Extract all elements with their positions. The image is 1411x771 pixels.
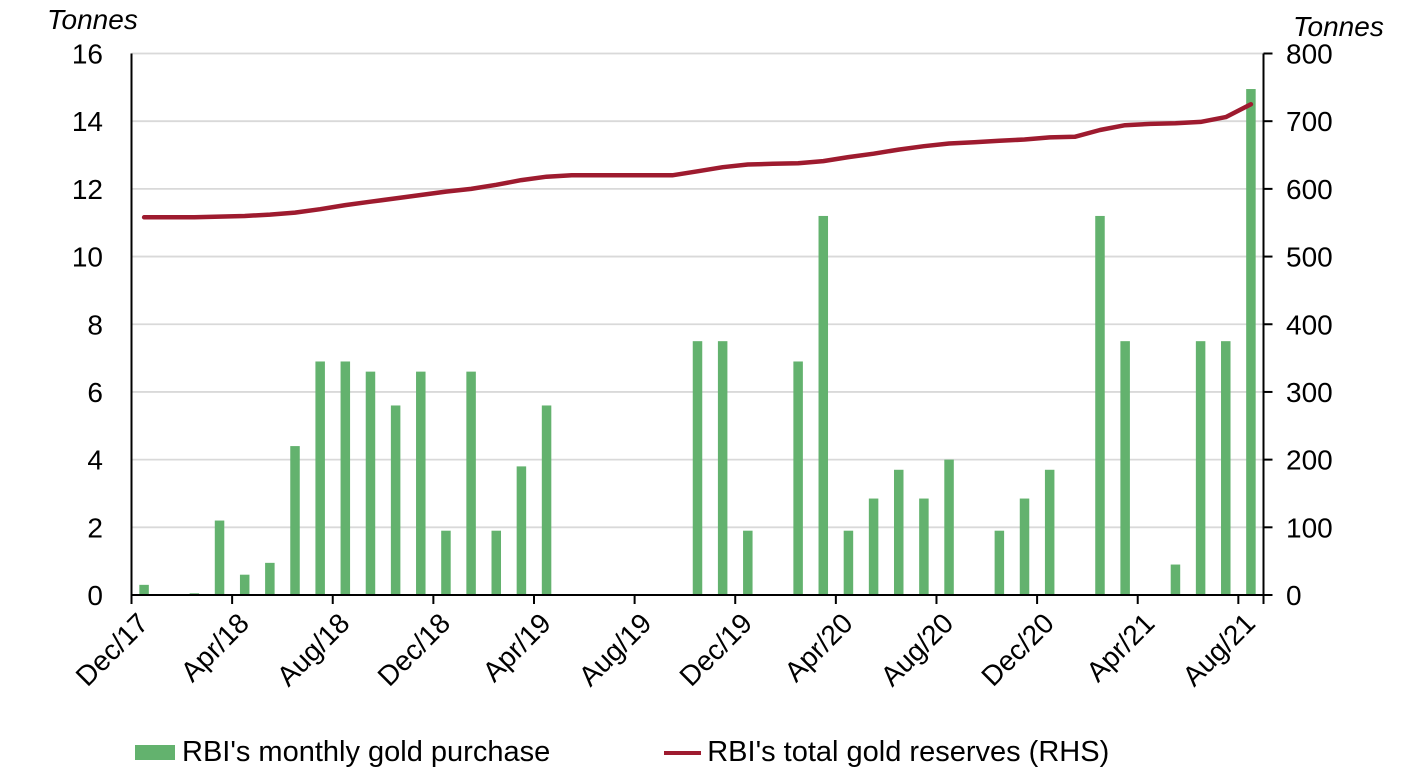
- x-axis-label: Apr/20: [778, 607, 858, 687]
- bar-Apr/20: [843, 530, 854, 595]
- left-tick-label: 14: [72, 106, 103, 137]
- legend: RBI's monthly gold purchase RBI's total …: [135, 736, 1109, 769]
- x-axis-label: Dec/19: [673, 607, 758, 692]
- bar-Feb/19: [491, 530, 502, 595]
- bar-Sep/18: [365, 371, 376, 595]
- x-axis-label: Apr/18: [175, 607, 255, 687]
- bar-Apr/19: [541, 405, 552, 595]
- bar-Dec/20: [1044, 469, 1055, 595]
- reserves-line: [141, 102, 1254, 220]
- bar-Dec/17: [139, 584, 149, 595]
- bar-Jul/18: [315, 361, 325, 595]
- line-swatch-icon: [664, 750, 702, 755]
- bar-Aug/21: [1246, 89, 1256, 595]
- right-tick-label: 400: [1286, 309, 1333, 340]
- bar-Mar/20: [818, 215, 829, 595]
- bar-Oct/19: [692, 341, 703, 595]
- bar-Oct/18: [390, 405, 401, 595]
- right-tick-label: 100: [1286, 512, 1333, 543]
- bar-Nov/19: [717, 341, 728, 595]
- bar-Jan/19: [466, 371, 476, 595]
- right-tick-label: 800: [1286, 39, 1333, 70]
- bar-Mar/18: [214, 520, 225, 595]
- bar-Jun/20: [893, 469, 904, 595]
- right-tick-label: 600: [1286, 174, 1333, 205]
- bar-Jul/20: [919, 498, 929, 595]
- left-tick-label: 16: [72, 39, 103, 70]
- legend-item-reserves: RBI's total gold reserves (RHS): [664, 736, 1109, 769]
- left-tick-label: 4: [87, 445, 103, 476]
- bar-May/20: [868, 498, 879, 595]
- bar-May/18: [265, 562, 275, 595]
- bar-Mar/21: [1120, 341, 1130, 595]
- x-axis-label: Aug/21: [1176, 607, 1261, 692]
- x-axis-label: Aug/19: [573, 607, 658, 692]
- bar-Jun/21: [1195, 341, 1206, 595]
- x-axis-label: Aug/18: [271, 607, 356, 692]
- x-axis-label: Aug/20: [875, 607, 960, 692]
- right-tick-label: 0: [1286, 580, 1302, 611]
- right-tick-label: 200: [1286, 445, 1333, 476]
- x-axis-label: Apr/21: [1080, 607, 1160, 687]
- bar-Aug/18: [340, 361, 351, 595]
- legend-label-purchases: RBI's monthly gold purchase: [182, 736, 551, 768]
- x-axis-label: Dec/20: [975, 607, 1060, 692]
- bar-Mar/19: [516, 466, 527, 595]
- bar-swatch-icon: [135, 745, 175, 760]
- bar-Apr/18: [239, 574, 250, 595]
- right-tick-label: 300: [1286, 377, 1333, 408]
- bar-Nov/20: [1019, 498, 1030, 595]
- legend-label-reserves: RBI's total gold reserves (RHS): [707, 736, 1110, 768]
- bar-Dec/19: [743, 530, 753, 595]
- bar-Oct/20: [994, 530, 1005, 595]
- left-tick-label: 2: [87, 512, 103, 543]
- right-tick-label: 500: [1286, 242, 1333, 273]
- x-axis-label: Dec/18: [372, 607, 457, 692]
- left-tick-label: 0: [87, 580, 103, 611]
- right-tick-label: 700: [1286, 106, 1333, 137]
- left-axis-title: Tonnes: [47, 4, 138, 35]
- bar-Jul/21: [1221, 341, 1231, 595]
- x-axis-label: Dec/17: [70, 607, 155, 692]
- bar-May/21: [1170, 564, 1181, 595]
- bar-Feb/21: [1095, 215, 1105, 595]
- left-tick-label: 12: [72, 174, 103, 205]
- bar-Feb/20: [793, 361, 803, 595]
- left-tick-label: 10: [72, 242, 103, 273]
- bar-Jun/18: [290, 446, 300, 595]
- left-tick-label: 6: [87, 377, 103, 408]
- bar-Nov/18: [416, 371, 426, 595]
- left-tick-label: 8: [87, 309, 103, 340]
- bar-Dec/18: [441, 530, 451, 595]
- x-axis-label: Apr/19: [477, 607, 557, 687]
- legend-item-purchases: RBI's monthly gold purchase: [135, 736, 550, 769]
- bar-Aug/20: [944, 459, 954, 595]
- right-axis-title: Tonnes: [1293, 11, 1384, 42]
